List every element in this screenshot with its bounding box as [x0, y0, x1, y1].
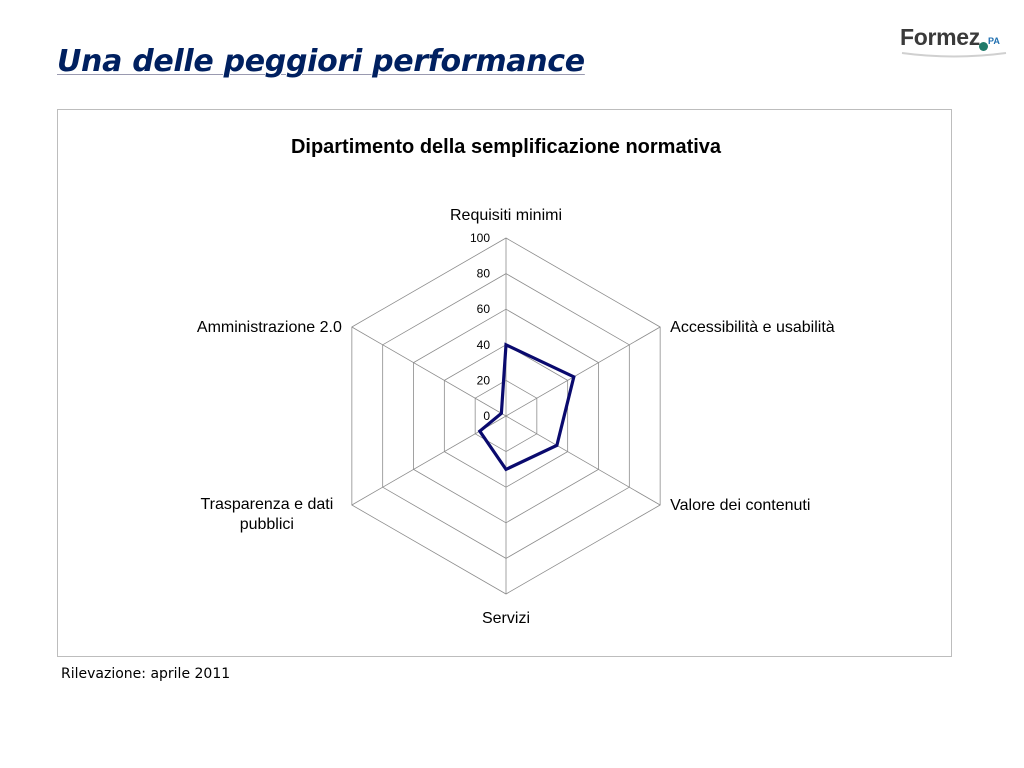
- chart-title: Dipartimento della semplificazione norma…: [291, 136, 722, 158]
- tick-label: 60: [477, 302, 491, 316]
- grid-spoke: [505, 326, 661, 417]
- logo-swoosh-icon: [901, 52, 1007, 58]
- chart-frame: Dipartimento della semplificazione norma…: [57, 109, 952, 657]
- tick-label: 80: [477, 267, 491, 281]
- logo-suffix: PA: [988, 36, 1000, 46]
- grid-spoke: [351, 326, 507, 417]
- grid-spoke: [505, 415, 661, 506]
- radar-ticks: 0 20 40 60 80 100: [470, 231, 490, 423]
- category-label: Trasparenza e dati pubblici: [200, 496, 333, 533]
- category-label: Servizi: [482, 610, 530, 627]
- footnote: Rilevazione: aprile 2011: [61, 666, 231, 682]
- category-label: Valore dei contenuti: [670, 497, 810, 514]
- category-label: Amministrazione 2.0: [197, 319, 342, 336]
- slide-title: Una delle peggiori performance: [57, 44, 585, 79]
- logo-wordmark: Formez: [900, 24, 980, 50]
- series-line: [477, 342, 576, 472]
- radar-chart: Dipartimento della semplificazione norma…: [197, 136, 835, 627]
- tick-label: 40: [477, 338, 491, 352]
- tick-label: 100: [470, 231, 490, 245]
- radar-series: [477, 342, 576, 472]
- formez-logo: Formez PA: [900, 22, 1010, 62]
- radar-grid: [351, 237, 661, 595]
- radar-category-labels: Requisiti minimi Accessibilità e usabilit…: [197, 207, 835, 627]
- logo-dot-icon: [979, 42, 988, 51]
- tick-label: 20: [477, 373, 491, 387]
- category-label: Accessibilità e usabilità: [670, 319, 835, 336]
- tick-label: 0: [483, 409, 490, 423]
- category-label: Requisiti minimi: [450, 207, 562, 224]
